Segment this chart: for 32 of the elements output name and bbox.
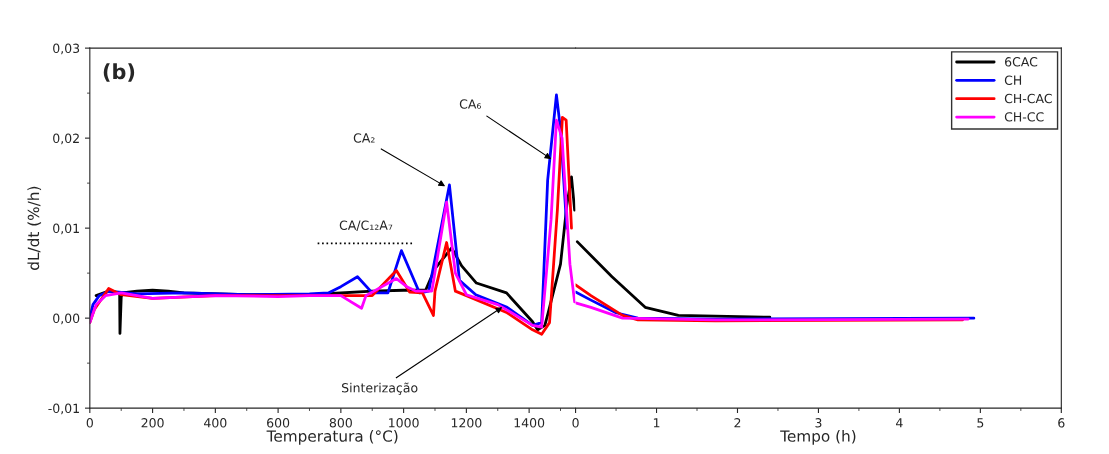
annotation: Sinterização <box>342 382 418 395</box>
y-tick-label: 0,00 <box>53 313 80 325</box>
x-tick-label: 200 <box>141 418 164 428</box>
x-tick-label: 800 <box>329 418 352 428</box>
legend-label: CH <box>1004 75 1022 85</box>
x-tick-label: 0 <box>572 418 579 428</box>
x-tick-label: 1000 <box>389 418 419 428</box>
annotation: (b) <box>103 63 135 82</box>
y-tick-label: 0,01 <box>53 223 79 235</box>
x-tick-label: 400 <box>204 418 227 428</box>
annotation: CA₆ <box>459 99 482 109</box>
x-tick-label: 1200 <box>451 418 482 428</box>
annotation: CA₂ <box>353 133 375 143</box>
x-tick-label: 6 <box>1058 418 1065 428</box>
y-axis-title: dL/dt (%/h) <box>27 186 42 270</box>
y-tick-label: 0,03 <box>53 43 80 55</box>
legend-label: CH-CAC <box>1004 93 1052 104</box>
x-tick-label: 2 <box>734 418 741 428</box>
x-tick-label: 1 <box>653 418 660 428</box>
legend-label: 6CAC <box>1005 57 1038 67</box>
x-tick-label: 3 <box>815 418 822 428</box>
x-axis-title: Temperatura (°C) <box>266 429 398 445</box>
x-tick-label: 4 <box>896 418 903 428</box>
y-tick-label: 0,02 <box>53 133 79 145</box>
y-tick-label: -0,01 <box>48 403 79 415</box>
x-tick-label: 1400 <box>514 418 545 428</box>
legend-label: CH-CC <box>1004 112 1044 122</box>
x-axis-title: Tempo (h) <box>780 429 856 445</box>
x-tick-label: 5 <box>977 418 984 428</box>
x-tick-label: 600 <box>267 418 290 428</box>
x-tick-label: 0 <box>86 418 93 428</box>
annotation: CA/C₁₂A₇ <box>339 220 393 231</box>
